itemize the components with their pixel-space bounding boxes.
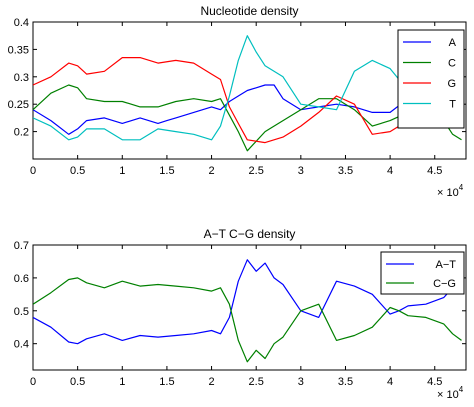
series-line-at [33,259,454,345]
y-tick-label: 0.5 [14,306,29,318]
x-tick-label: 3.5 [338,376,353,388]
at-cg-density-chart: A−T C−G density 0 0.5 1 1.5 2 2.5 3 3.5 4 4.5 0.4 0.… [14,227,467,401]
x-tick-label: 3 [298,165,304,177]
x-tick-label: 4 [387,376,393,388]
legend-label: C−G [433,278,456,290]
chart-title: Nucleotide density [200,4,298,18]
y-tick-label: 0.4 [14,17,29,29]
x-exponent-label: × 104 [437,183,464,199]
legend-label: A [449,37,457,49]
series-line-t [33,35,462,141]
x-tick-label: 3 [298,376,304,388]
x-tick-label: 0 [30,165,36,177]
x-tick-label: 1.5 [159,376,174,388]
x-tick-label: 4.5 [427,165,442,177]
x-tick-label: 1.5 [159,165,174,177]
legend: A−T C−G [380,251,465,295]
y-tick-label: 0.6 [14,273,29,285]
legend-box [397,29,465,129]
x-tick-label: 0.5 [70,376,85,388]
legend-label: T [449,99,456,111]
x-tick-label: 2.5 [249,165,264,177]
x-tick-label: 1 [119,165,125,177]
series-line-cg [33,277,462,363]
y-tick-label: 0.35 [8,44,29,56]
series-line-c [33,84,462,152]
x-tick-label: 2 [208,165,214,177]
legend-label: C [448,58,456,70]
nucleotide-density-chart: Nucleotide density 0 0.5 1 1.5 2 2.5 3 3.5 4 4.5 0.… [8,4,467,199]
series-group [33,35,462,152]
legend-label: A−T [436,259,457,271]
x-tick-label: 0.5 [70,165,85,177]
series-line-g [33,56,462,144]
plot-area [32,21,467,160]
series-line-a [33,70,453,135]
series-group [33,259,462,363]
chart-title: A−T C−G density [204,227,296,241]
y-tick-label: 0.2 [14,127,29,139]
x-exponent-power: 4 [459,385,464,394]
y-tick-label: 0.25 [8,99,29,111]
legend-label: G [447,78,456,90]
x-tick-label: 2 [208,376,214,388]
x-tick-label: 1 [119,376,125,388]
x-tick-label: 0 [30,376,36,388]
x-exponent-label: × 104 [437,385,464,401]
x-tick-label: 4.5 [427,376,442,388]
legend-box [380,251,465,295]
y-tick-label: 0.4 [14,339,29,351]
x-tick-label: 4 [387,165,393,177]
x-tick-label: 2.5 [249,376,264,388]
y-tick-label: 0.3 [14,72,29,84]
x-tick-label: 3.5 [338,165,353,177]
y-tick-label: 0.7 [14,240,29,252]
x-exponent-power: 4 [459,183,464,192]
